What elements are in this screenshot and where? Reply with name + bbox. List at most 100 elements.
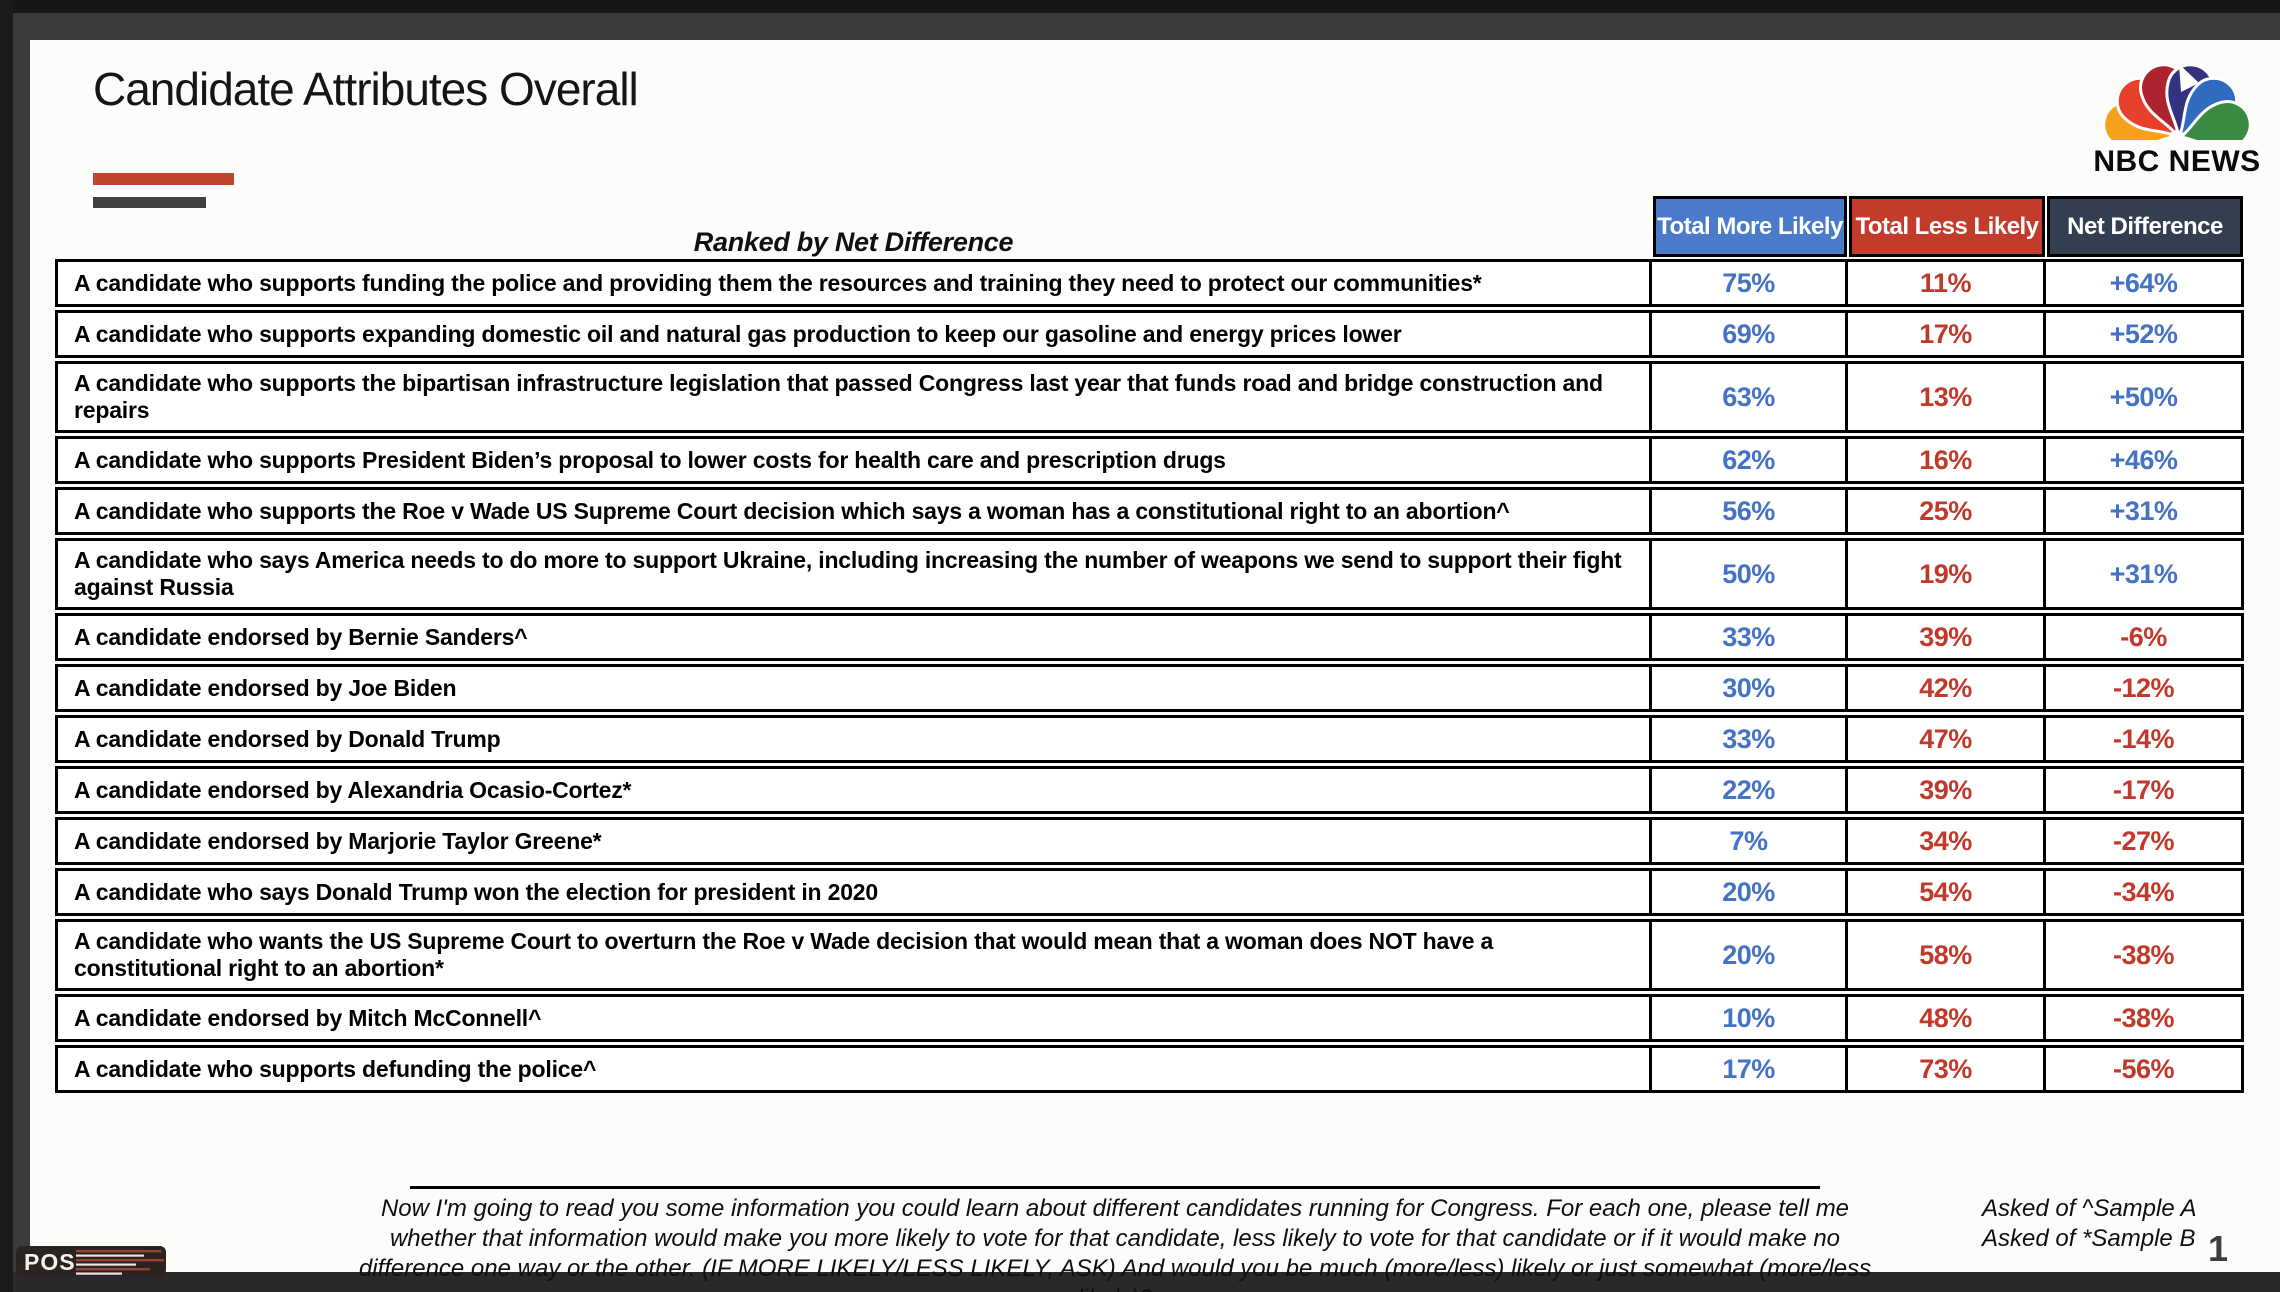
net-difference-cell: +31%	[2043, 541, 2241, 607]
table-row: A candidate who supports President Biden…	[55, 436, 2244, 484]
less-likely-cell: 39%	[1845, 616, 2043, 658]
title-accent-bar-red	[93, 173, 234, 185]
more-likely-cell: 20%	[1649, 871, 1845, 913]
more-likely-cell: 20%	[1649, 922, 1845, 988]
more-likely-cell: 56%	[1649, 490, 1845, 532]
more-likely-cell: 75%	[1649, 262, 1845, 304]
attribute-cell: A candidate who supports President Biden…	[74, 446, 1226, 473]
less-likely-cell: 48%	[1845, 997, 2043, 1039]
net-difference-cell: -38%	[2043, 922, 2241, 988]
table-row: A candidate endorsed by Alexandria Ocasi…	[55, 766, 2244, 814]
attribute-cell: A candidate endorsed by Bernie Sanders^	[74, 623, 528, 650]
nbc-news-logo-text: NBC NEWS	[2093, 145, 2261, 178]
more-likely-cell: 10%	[1649, 997, 1845, 1039]
attribute-cell: A candidate endorsed by Marjorie Taylor …	[74, 827, 602, 854]
less-likely-cell: 73%	[1845, 1048, 2043, 1090]
header-total-less-likely: Total Less Likely	[1849, 196, 2045, 257]
net-difference-cell: +50%	[2043, 364, 2241, 430]
net-difference-cell: +31%	[2043, 490, 2241, 532]
table-row: A candidate who supports defunding the p…	[55, 1045, 2244, 1093]
page-number: 1	[2208, 1228, 2229, 1269]
attribute-cell: A candidate who supports expanding domes…	[74, 320, 1402, 347]
window-frame-bottom	[0, 1272, 2280, 1292]
net-difference-cell: -6%	[2043, 616, 2241, 658]
more-likely-cell: 33%	[1649, 616, 1845, 658]
net-difference-cell: +46%	[2043, 439, 2241, 481]
more-likely-cell: 50%	[1649, 541, 1845, 607]
net-difference-cell: -38%	[2043, 997, 2241, 1039]
more-likely-cell: 62%	[1649, 439, 1845, 481]
table-subtitle: Ranked by Net Difference	[693, 227, 1014, 257]
table-row: A candidate endorsed by Joe Biden 30% 42% -…	[55, 664, 2244, 712]
more-likely-cell: 7%	[1649, 820, 1845, 862]
net-difference-cell: +52%	[2043, 313, 2241, 355]
attribute-cell: A candidate endorsed by Alexandria Ocasi…	[74, 776, 632, 803]
nbc-news-logo: NBC NEWS	[2082, 40, 2272, 179]
attribute-cell: A candidate who supports funding the pol…	[74, 269, 1482, 296]
less-likely-cell: 34%	[1845, 820, 2043, 862]
net-difference-cell: -17%	[2043, 769, 2241, 811]
attribute-cell: A candidate who supports defunding the p…	[74, 1055, 597, 1082]
more-likely-cell: 33%	[1649, 718, 1845, 760]
net-difference-cell: -14%	[2043, 718, 2241, 760]
table-row: A candidate endorsed by Bernie Sanders^ 3…	[55, 613, 2244, 661]
net-difference-cell: -12%	[2043, 667, 2241, 709]
net-difference-cell: -34%	[2043, 871, 2241, 913]
header-total-more-likely: Total More Likely	[1653, 196, 1847, 257]
less-likely-cell: 42%	[1845, 667, 2043, 709]
pos-logo-text: POS	[24, 1249, 76, 1275]
pos-logo-icon: POS	[16, 1246, 166, 1276]
table-row: A candidate who wants the US Supreme Cou…	[55, 919, 2244, 991]
less-likely-cell: 25%	[1845, 490, 2043, 532]
attribute-cell: A candidate who wants the US Supreme Cou…	[74, 928, 1494, 981]
table-row: A candidate endorsed by Marjorie Taylor …	[55, 817, 2244, 865]
attribute-cell: A candidate endorsed by Mitch McConnell^	[74, 1004, 542, 1031]
more-likely-cell: 22%	[1649, 769, 1845, 811]
more-likely-cell: 17%	[1649, 1048, 1845, 1090]
attribute-cell: A candidate who supports the bipartisan …	[74, 370, 1603, 423]
table-row: A candidate who says America needs to do…	[55, 538, 2244, 610]
more-likely-cell: 69%	[1649, 313, 1845, 355]
table-row: A candidate who supports the Roe v Wade …	[55, 487, 2244, 535]
less-likely-cell: 13%	[1845, 364, 2043, 430]
less-likely-cell: 11%	[1845, 262, 2043, 304]
less-likely-cell: 17%	[1845, 313, 2043, 355]
window-frame-top	[0, 0, 2280, 13]
pos-logo: POS	[16, 1246, 168, 1283]
table-row: A candidate who says Donald Trump won th…	[55, 868, 2244, 916]
attribute-cell: A candidate endorsed by Joe Biden	[74, 674, 457, 701]
net-difference-cell: -27%	[2043, 820, 2241, 862]
table-body: A candidate who supports funding the pol…	[55, 259, 2244, 1096]
attribute-cell: A candidate endorsed by Donald Trump	[74, 725, 501, 752]
table-row: A candidate who supports expanding domes…	[55, 310, 2244, 358]
table-row: A candidate endorsed by Donald Trump 33% 4…	[55, 715, 2244, 763]
more-likely-cell: 30%	[1649, 667, 1845, 709]
table-header-row: Total More Likely Total Less Likely Net …	[55, 196, 2244, 257]
nbc-peacock-icon	[2102, 63, 2252, 150]
attribute-cell: A candidate who says America needs to do…	[74, 547, 1622, 600]
title-accent-bar-dark	[93, 197, 206, 208]
less-likely-cell: 47%	[1845, 718, 2043, 760]
less-likely-cell: 16%	[1845, 439, 2043, 481]
sample-note: Asked of ^Sample A Asked of *Sample B	[1982, 1194, 2272, 1254]
attribute-cell: A candidate who supports the Roe v Wade …	[74, 497, 1510, 524]
footnote-divider	[410, 1186, 1820, 1189]
less-likely-cell: 39%	[1845, 769, 2043, 811]
table-row: A candidate endorsed by Mitch McConnell^…	[55, 994, 2244, 1042]
less-likely-cell: 54%	[1845, 871, 2043, 913]
survey-question-footnote: Now I'm going to read you some informati…	[358, 1195, 1872, 1292]
table-row: A candidate who supports the bipartisan …	[55, 361, 2244, 433]
page-title: Candidate Attributes Overall	[93, 63, 639, 115]
sample-note-line-a: Asked of ^Sample A	[1982, 1195, 2197, 1222]
less-likely-cell: 58%	[1845, 922, 2043, 988]
window-frame-left	[0, 0, 13, 1292]
table-row: A candidate who supports funding the pol…	[55, 259, 2244, 307]
net-difference-cell: +64%	[2043, 262, 2241, 304]
header-net-difference: Net Difference	[2047, 196, 2243, 257]
less-likely-cell: 19%	[1845, 541, 2043, 607]
slide: Candidate Attributes Overall NBC NEWS Ra…	[30, 40, 2280, 1292]
more-likely-cell: 63%	[1649, 364, 1845, 430]
net-difference-cell: -56%	[2043, 1048, 2241, 1090]
attribute-cell: A candidate who says Donald Trump won th…	[74, 878, 878, 905]
